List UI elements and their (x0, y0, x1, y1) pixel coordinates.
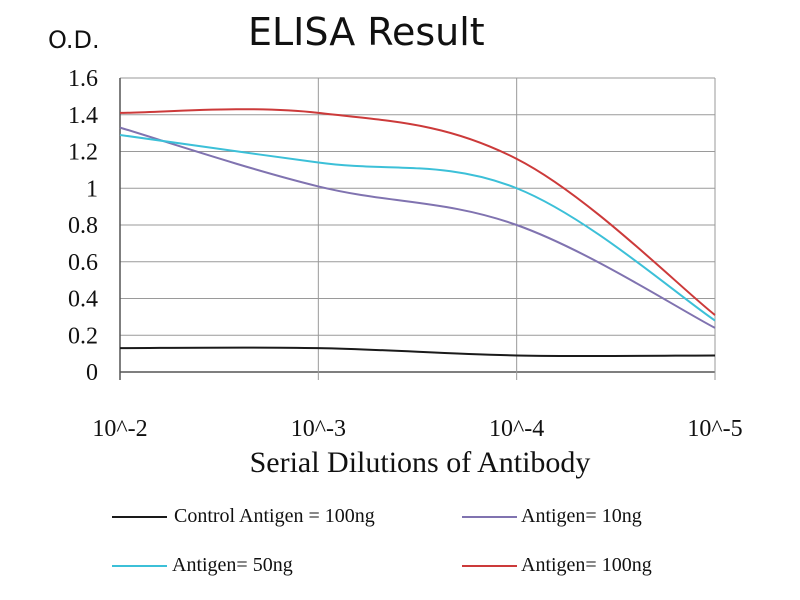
series-line-2 (119, 133, 716, 322)
y-tick-label: 1.2 (68, 140, 98, 166)
x-axis-label: Serial Dilutions of Antibody (249, 446, 591, 479)
y-tick-label: 0.8 (68, 213, 98, 239)
x-tick-label: 10^-2 (92, 416, 147, 442)
y-tick-label: 1 (86, 176, 98, 202)
y-tick-label: 0.6 (68, 250, 98, 276)
x-tick-label: 10^-3 (291, 416, 346, 442)
legend-label: Antigen= 50ng (172, 554, 293, 576)
y-tick-label: 1.6 (68, 66, 98, 92)
legend-swatch (462, 565, 517, 567)
y-axis-label: O.D. (48, 26, 100, 54)
y-tick-label: 1.4 (68, 103, 98, 129)
y-tick-label: 0.4 (68, 287, 98, 313)
series-line-3 (119, 108, 716, 316)
chart-title: ELISA Result (248, 10, 485, 54)
y-tick-label: 0.2 (68, 323, 98, 349)
legend-label: Antigen= 10ng (521, 505, 642, 527)
legend-swatch (112, 516, 167, 518)
legend-label: Antigen= 100ng (521, 554, 652, 576)
legend-label: Control Antigen = 100ng (174, 505, 375, 527)
series-line-0 (119, 346, 716, 358)
legend-swatch (112, 565, 167, 567)
x-tick-label: 10^-4 (489, 416, 544, 442)
y-tick-label: 0 (86, 360, 98, 386)
legend-swatch (462, 516, 517, 518)
series-line-1 (119, 126, 716, 329)
x-tick-label: 10^-5 (687, 416, 742, 442)
